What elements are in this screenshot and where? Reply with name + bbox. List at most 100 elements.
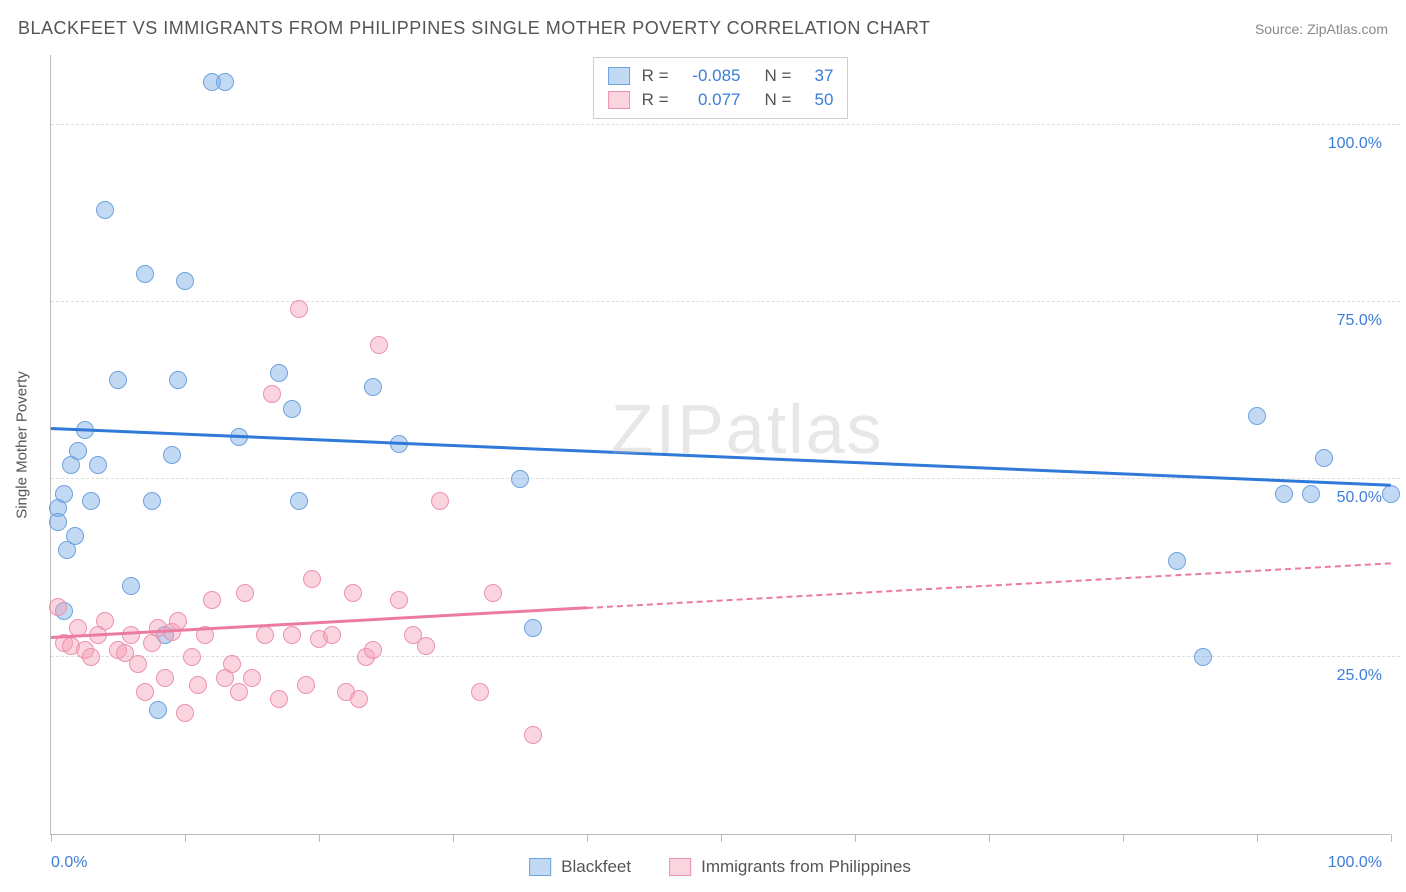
data-point [283, 626, 301, 644]
x-tick [1391, 834, 1392, 842]
data-point [156, 669, 174, 687]
data-point [136, 265, 154, 283]
legend-swatch [669, 858, 691, 876]
data-point [1275, 485, 1293, 503]
source-label: Source: [1255, 21, 1303, 37]
chart-area: Single Mother Poverty ZIPatlas R =-0.085… [50, 55, 1390, 835]
data-point [270, 364, 288, 382]
x-tick [453, 834, 454, 842]
trend-line [587, 563, 1391, 610]
x-tick-label: 100.0% [1328, 854, 1382, 872]
x-tick-label: 0.0% [51, 854, 87, 872]
data-point [169, 371, 187, 389]
data-point [82, 648, 100, 666]
n-value: 50 [803, 90, 833, 110]
legend-item: Blackfeet [529, 857, 631, 877]
x-tick [587, 834, 588, 842]
gridline [51, 124, 1400, 125]
data-point [323, 626, 341, 644]
x-tick [989, 834, 990, 842]
data-point [149, 701, 167, 719]
legend-item: Immigrants from Philippines [669, 857, 911, 877]
data-point [109, 371, 127, 389]
legend-series-name: Blackfeet [561, 857, 631, 877]
data-point [216, 73, 234, 91]
legend-swatch [529, 858, 551, 876]
data-point [122, 577, 140, 595]
gridline [51, 301, 1400, 302]
data-point [297, 676, 315, 694]
data-point [49, 513, 67, 531]
r-label: R = [642, 66, 669, 86]
data-point [69, 442, 87, 460]
legend-series-name: Immigrants from Philippines [701, 857, 911, 877]
data-point [49, 598, 67, 616]
y-tick-label: 100.0% [1328, 135, 1382, 153]
data-point [303, 570, 321, 588]
data-point [122, 626, 140, 644]
data-point [1248, 407, 1266, 425]
x-tick [855, 834, 856, 842]
data-point [243, 669, 261, 687]
data-point [290, 492, 308, 510]
r-label: R = [642, 90, 669, 110]
data-point [55, 485, 73, 503]
series-legend: Blackfeet Immigrants from Philippines [529, 857, 911, 877]
x-tick [319, 834, 320, 842]
data-point [431, 492, 449, 510]
data-point [370, 336, 388, 354]
plot-region: ZIPatlas R =-0.085N =37R =0.077N =50 25.… [50, 55, 1390, 835]
data-point [524, 619, 542, 637]
data-point [417, 637, 435, 655]
data-point [89, 456, 107, 474]
data-point [96, 201, 114, 219]
correlation-legend: R =-0.085N =37R =0.077N =50 [593, 57, 849, 119]
legend-row: R =0.077N =50 [608, 88, 834, 112]
legend-swatch [608, 91, 630, 109]
gridline [51, 478, 1400, 479]
data-point [290, 300, 308, 318]
data-point [203, 591, 221, 609]
n-label: N = [765, 66, 792, 86]
x-tick [185, 834, 186, 842]
y-tick-label: 50.0% [1337, 489, 1382, 507]
y-tick-label: 25.0% [1337, 667, 1382, 685]
data-point [163, 446, 181, 464]
data-point [256, 626, 274, 644]
data-point [1382, 485, 1400, 503]
chart-title: BLACKFEET VS IMMIGRANTS FROM PHILIPPINES… [18, 18, 931, 39]
data-point [263, 385, 281, 403]
data-point [66, 527, 84, 545]
data-point [129, 655, 147, 673]
data-point [364, 378, 382, 396]
source-attribution: Source: ZipAtlas.com [1255, 21, 1388, 37]
data-point [344, 584, 362, 602]
data-point [390, 591, 408, 609]
data-point [364, 641, 382, 659]
legend-row: R =-0.085N =37 [608, 64, 834, 88]
data-point [1194, 648, 1212, 666]
data-point [143, 492, 161, 510]
data-point [189, 676, 207, 694]
n-label: N = [765, 90, 792, 110]
x-tick [1123, 834, 1124, 842]
legend-swatch [608, 67, 630, 85]
data-point [471, 683, 489, 701]
data-point [1168, 552, 1186, 570]
x-tick [51, 834, 52, 842]
source-name: ZipAtlas.com [1307, 21, 1388, 37]
data-point [96, 612, 114, 630]
r-value: -0.085 [681, 66, 741, 86]
data-point [484, 584, 502, 602]
x-tick [721, 834, 722, 842]
y-tick-label: 75.0% [1337, 312, 1382, 330]
data-point [1315, 449, 1333, 467]
data-point [236, 584, 254, 602]
data-point [176, 704, 194, 722]
data-point [350, 690, 368, 708]
data-point [511, 470, 529, 488]
data-point [524, 726, 542, 744]
data-point [283, 400, 301, 418]
x-tick [1257, 834, 1258, 842]
data-point [176, 272, 194, 290]
